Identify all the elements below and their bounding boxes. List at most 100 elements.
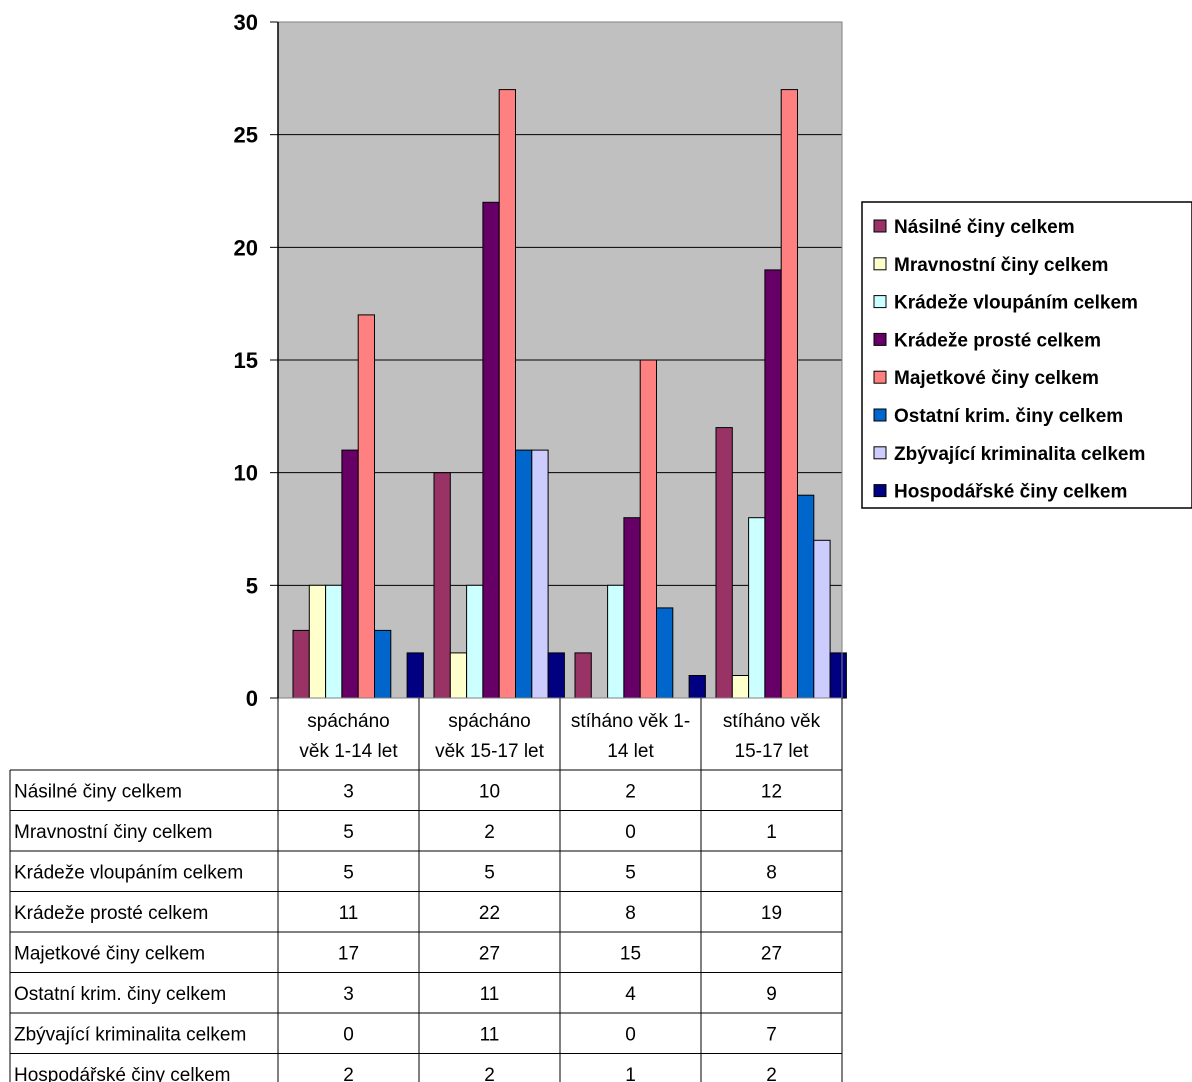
bar xyxy=(829,652,847,699)
table-cell: 2 xyxy=(484,1065,495,1082)
bar xyxy=(656,607,674,699)
category-label: věk 15-17 let xyxy=(435,741,545,762)
bars xyxy=(292,89,847,699)
legend-entry: Zbývající kriminalita celkem xyxy=(894,444,1145,465)
table-cell: 9 xyxy=(766,984,777,1005)
bar xyxy=(357,314,376,699)
table-row-label: Ostatní krim. činy celkem xyxy=(14,984,226,1005)
bar xyxy=(748,517,766,699)
table-row-label: Zbývající kriminalita celkem xyxy=(14,1024,246,1045)
legend: Násilné činy celkem Mravnostní činy celke… xyxy=(861,201,1192,509)
table-cell: 27 xyxy=(761,943,782,964)
table-row-label: Hospodářské činy celkem xyxy=(14,1065,230,1082)
bar xyxy=(433,472,451,699)
table-cell: 5 xyxy=(343,822,354,843)
bar xyxy=(797,494,815,699)
table-cell: 7 xyxy=(766,1024,777,1045)
table-cell: 2 xyxy=(766,1065,777,1082)
table-cell: 15 xyxy=(620,943,641,964)
legend-entry: Hospodářské činy celkem xyxy=(894,482,1127,503)
bar xyxy=(688,675,706,699)
table-cell: 8 xyxy=(625,903,636,924)
table-cell: 27 xyxy=(479,943,500,964)
bar xyxy=(607,584,625,699)
table-cell: 0 xyxy=(625,822,636,843)
bar xyxy=(515,449,533,699)
bar xyxy=(498,89,517,699)
table-cell: 11 xyxy=(339,903,359,924)
table-row-label: Násilné činy celkem xyxy=(14,781,182,802)
legend-swatch xyxy=(873,446,887,460)
y-tick-label: 0 xyxy=(246,686,258,711)
table-cell: 0 xyxy=(343,1024,354,1045)
legend-swatch xyxy=(873,370,887,384)
table-cell: 5 xyxy=(625,862,636,883)
bar xyxy=(574,652,592,699)
bar xyxy=(531,449,549,699)
y-tick-label: 5 xyxy=(246,573,258,598)
table-cell: 22 xyxy=(479,903,500,924)
table-row-label: Krádeže vloupáním celkem xyxy=(14,862,243,883)
bar xyxy=(374,629,392,699)
table-row-label: Krádeže prosté celkem xyxy=(14,903,208,924)
y-tick-label: 10 xyxy=(234,461,258,486)
table-cell: 11 xyxy=(480,1024,500,1045)
category-label: 14 let xyxy=(607,741,654,762)
table-cell: 8 xyxy=(766,862,777,883)
table-row-label: Mravnostní činy celkem xyxy=(14,822,213,843)
legend-swatch xyxy=(873,219,887,233)
category-label: věk 1-14 let xyxy=(299,741,398,762)
bar xyxy=(780,89,799,699)
bar xyxy=(731,675,750,699)
table-cell: 2 xyxy=(484,822,495,843)
bar xyxy=(325,584,343,699)
category-label: 15-17 let xyxy=(735,741,810,762)
legend-entry: Násilné činy celkem xyxy=(894,217,1075,238)
bar xyxy=(466,584,484,699)
legend-entry: Krádeže prosté celkem xyxy=(894,330,1101,351)
table-cell: 2 xyxy=(625,781,636,802)
legend-swatch xyxy=(873,295,887,309)
legend-swatch xyxy=(873,484,887,498)
y-tick-label: 15 xyxy=(234,348,258,373)
bar xyxy=(341,449,359,699)
bar xyxy=(292,629,310,699)
data-table: spácháno věk 1-14 let spácháno věk 15-17 le… xyxy=(9,698,843,1082)
category-label: spácháno xyxy=(307,711,389,732)
legend-swatch xyxy=(873,408,887,422)
bar xyxy=(715,427,733,699)
bar xyxy=(813,539,831,699)
bar xyxy=(764,269,782,699)
table-cell: 4 xyxy=(625,984,636,1005)
table-cell: 3 xyxy=(343,781,354,802)
legend-box xyxy=(861,201,1192,509)
bar xyxy=(482,201,500,699)
table-cell: 2 xyxy=(343,1065,354,1082)
y-tick-label: 30 xyxy=(234,10,258,35)
table-cell: 17 xyxy=(338,943,359,964)
legend-swatch xyxy=(873,257,887,271)
table-cell: 0 xyxy=(625,1024,636,1045)
legend-entry: Majetkové činy celkem xyxy=(894,368,1099,389)
table-cell: 3 xyxy=(343,984,354,1005)
category-label: stíháno věk 1- xyxy=(571,711,690,732)
bar xyxy=(623,517,641,699)
table-cell: 12 xyxy=(761,781,782,802)
table-cell: 5 xyxy=(484,862,495,883)
legend-entry: Krádeže vloupáním celkem xyxy=(894,293,1138,314)
legend-entry: Ostatní krim. činy celkem xyxy=(894,406,1123,427)
table-cell: 1 xyxy=(625,1065,636,1082)
y-axis-labels: 0 5 10 15 20 25 30 xyxy=(234,10,258,711)
table-row-label: Majetkové činy celkem xyxy=(14,943,205,964)
category-label: spácháno xyxy=(448,711,530,732)
table-cell: 19 xyxy=(761,903,782,924)
table-cell: 1 xyxy=(766,822,777,843)
bar xyxy=(406,652,424,699)
y-tick-label: 20 xyxy=(234,235,258,260)
category-label: stíháno věk xyxy=(723,711,821,732)
table-cell: 10 xyxy=(479,781,500,802)
table-cell: 5 xyxy=(343,862,354,883)
bar xyxy=(639,359,658,699)
table-cell: 11 xyxy=(480,984,500,1005)
